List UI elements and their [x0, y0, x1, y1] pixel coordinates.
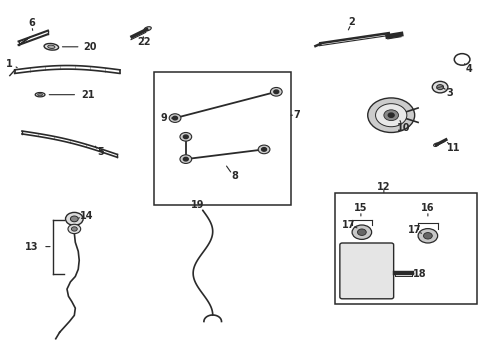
Circle shape — [65, 212, 83, 225]
Text: 6: 6 — [28, 18, 35, 28]
Bar — [334, 193, 476, 304]
Text: 18: 18 — [412, 269, 426, 279]
Circle shape — [180, 132, 191, 141]
Circle shape — [70, 216, 78, 222]
Circle shape — [270, 87, 282, 96]
Ellipse shape — [48, 45, 55, 49]
Text: 14: 14 — [80, 211, 94, 221]
Circle shape — [172, 116, 177, 120]
Text: 5: 5 — [97, 147, 103, 157]
Text: 17: 17 — [341, 220, 355, 230]
Text: 17: 17 — [407, 225, 421, 235]
Text: 22: 22 — [137, 37, 151, 48]
Text: 12: 12 — [376, 182, 390, 192]
Ellipse shape — [144, 27, 151, 31]
Circle shape — [367, 98, 414, 132]
Circle shape — [423, 233, 431, 239]
Text: 4: 4 — [465, 64, 472, 74]
Circle shape — [387, 113, 393, 117]
Circle shape — [273, 90, 278, 94]
Circle shape — [258, 145, 269, 154]
Circle shape — [71, 227, 77, 231]
Circle shape — [261, 148, 266, 151]
Circle shape — [183, 135, 188, 139]
Text: 19: 19 — [191, 200, 204, 210]
Text: 9: 9 — [160, 113, 167, 123]
Circle shape — [431, 81, 447, 93]
Text: 20: 20 — [83, 42, 97, 52]
Text: 11: 11 — [446, 143, 459, 153]
Circle shape — [357, 229, 366, 235]
Text: 3: 3 — [446, 88, 452, 98]
Circle shape — [169, 114, 181, 122]
Bar — [154, 72, 290, 205]
Text: 10: 10 — [396, 123, 409, 133]
Circle shape — [183, 157, 188, 161]
Circle shape — [417, 229, 437, 243]
Ellipse shape — [372, 105, 385, 126]
Circle shape — [383, 110, 398, 121]
Ellipse shape — [433, 143, 438, 147]
Circle shape — [436, 85, 443, 90]
Text: 7: 7 — [293, 110, 300, 120]
Text: 8: 8 — [231, 171, 238, 181]
Text: 2: 2 — [348, 17, 355, 27]
Circle shape — [68, 224, 81, 234]
Circle shape — [180, 155, 191, 163]
FancyBboxPatch shape — [339, 243, 393, 299]
Ellipse shape — [38, 94, 42, 96]
Circle shape — [351, 225, 371, 239]
Circle shape — [453, 54, 469, 65]
Ellipse shape — [44, 44, 59, 50]
Circle shape — [375, 104, 406, 127]
Text: 21: 21 — [81, 90, 95, 100]
Ellipse shape — [35, 93, 45, 97]
Text: 15: 15 — [353, 203, 367, 213]
Text: 1: 1 — [6, 59, 13, 69]
Text: 16: 16 — [420, 203, 434, 213]
Text: 13: 13 — [25, 242, 39, 252]
